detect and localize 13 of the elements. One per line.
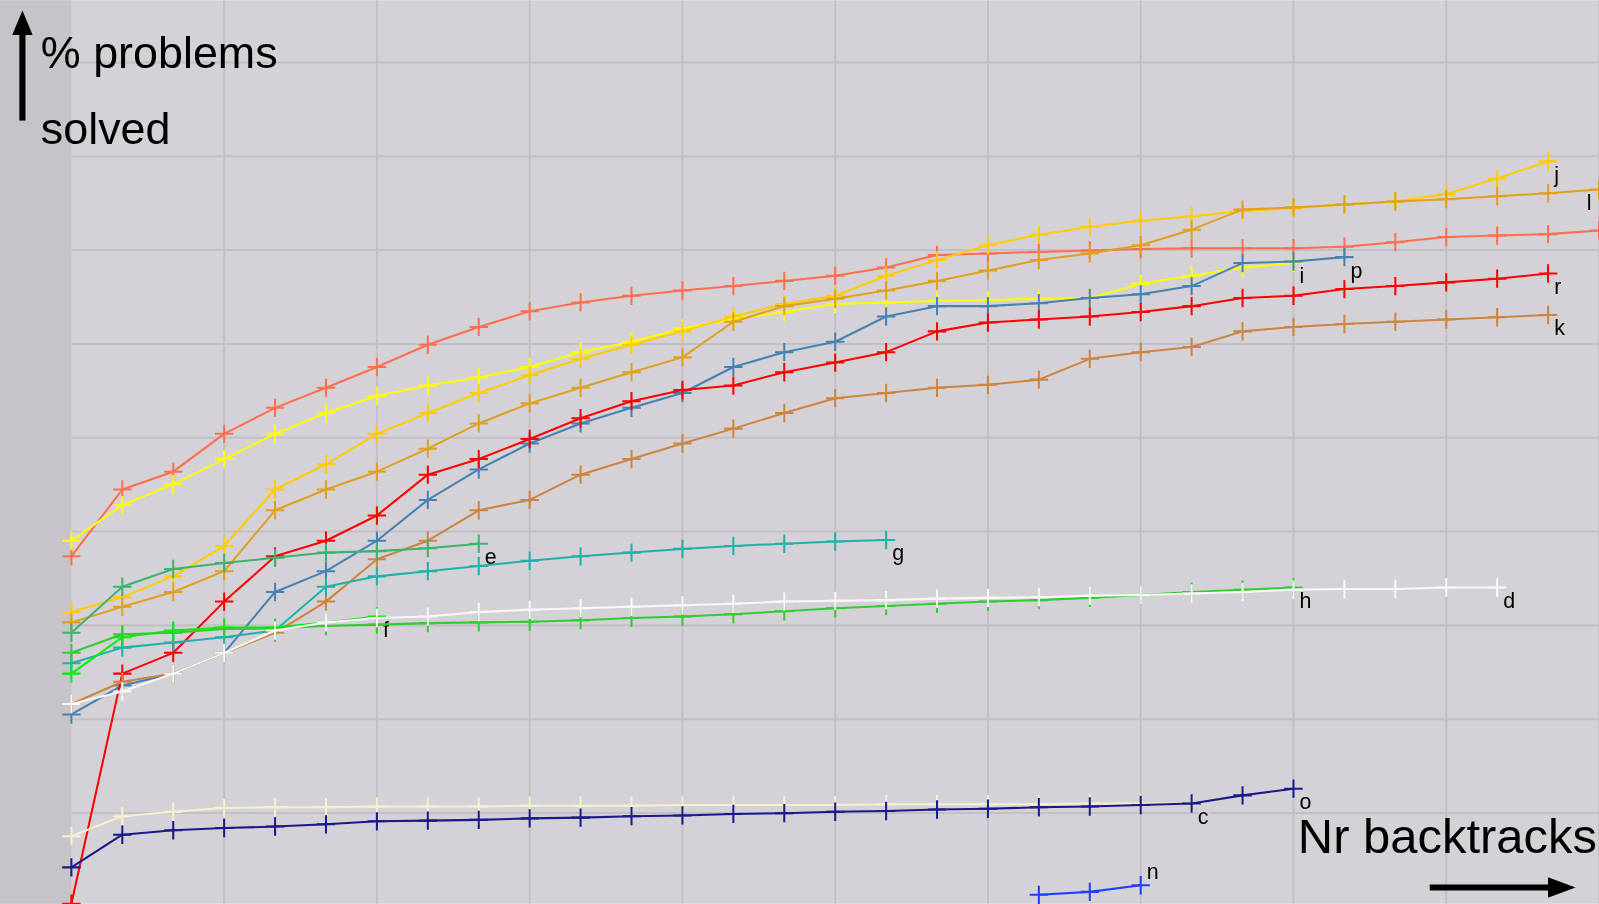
series-label: l	[1586, 190, 1592, 215]
series-label: g	[892, 541, 905, 566]
series-label: p	[1350, 258, 1363, 283]
series-label: r	[1554, 274, 1562, 299]
series-label: d	[1503, 588, 1516, 613]
series-label: n	[1146, 860, 1159, 885]
y-axis-title: % problems solved	[40, 26, 278, 155]
series-label: h	[1299, 588, 1312, 613]
series-label: i	[1299, 264, 1305, 289]
series-label: e	[484, 545, 497, 570]
series-label: j	[1553, 162, 1559, 187]
series-label: c	[1197, 804, 1209, 829]
series-label: k	[1554, 316, 1566, 341]
